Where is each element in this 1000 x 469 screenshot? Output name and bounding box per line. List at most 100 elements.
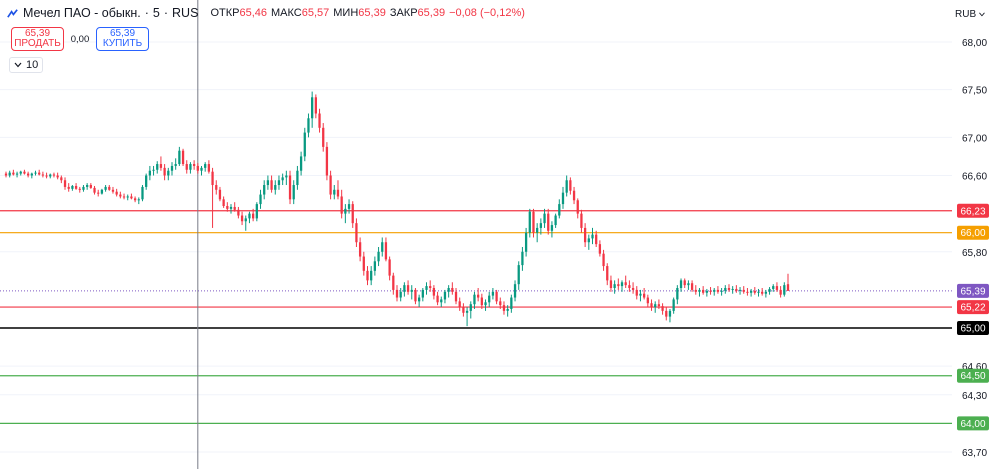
candle-body [565,180,568,193]
candle-body [462,307,465,313]
candle [52,172,56,178]
candle [277,175,281,190]
candle-body [159,164,163,168]
candle-body [757,291,760,293]
candle-body [8,172,11,176]
candle-body [145,175,148,187]
candlestick-series [4,91,790,327]
candle [248,211,251,224]
candle-body [583,227,587,243]
level-price-label: 66,23 [960,206,985,217]
candle-body [93,187,96,193]
candle [572,186,576,205]
candle [709,287,712,295]
candle-body [340,196,343,214]
candle-body [694,289,697,292]
candle-body [266,180,270,186]
candle-body [148,170,152,176]
candle [665,307,668,321]
candle [403,282,406,297]
candle-body [222,199,225,206]
candle [333,185,336,200]
candle-body [451,288,454,292]
candle [56,172,59,180]
candle [554,213,557,228]
candle-body [307,118,310,133]
candle-body [119,194,122,197]
candle [381,237,384,257]
candle [104,185,107,192]
candle-body [325,146,329,176]
candle [133,196,137,203]
level-price-label: 66,00 [960,228,985,239]
horizontal-levels[interactable] [0,210,952,424]
candle [517,261,520,290]
candle [251,208,255,222]
candle-body [82,186,85,190]
currency-selector[interactable]: RUB [955,6,985,22]
candle-body [281,177,284,181]
candle [159,156,163,171]
candle-body [274,185,277,190]
buy-label: КУПИТЬ [102,38,143,49]
candle [738,287,742,295]
candle [716,286,720,294]
candle [322,123,325,152]
candle-body [322,127,325,147]
mechel-logo-icon [6,6,19,20]
candle-body [580,213,583,228]
candle [524,227,528,257]
candle [233,202,236,212]
candle-body [639,293,642,296]
candle-body [786,284,790,291]
price-axis[interactable]: 68,00 67,50 67,00 66,60 65,80 64,60 64,30 63,70… [957,38,989,459]
candle-body [591,234,594,239]
candle-body [620,282,624,287]
candle [347,199,351,214]
candle [547,208,550,235]
candle [735,285,738,293]
candle-body [702,289,705,293]
candle [26,171,30,178]
candle-body [558,204,561,216]
candle-body [333,189,336,195]
candle [436,291,439,306]
sell-button[interactable]: 65,39 ПРОДАТЬ [11,27,64,51]
candle [329,170,332,200]
candle-body [779,289,782,295]
candle [163,164,166,181]
candle-body [480,297,483,306]
candle-body [657,304,661,307]
candle [775,282,779,292]
candle [240,211,244,226]
candle [543,208,546,228]
candle-body [690,283,694,290]
candle [167,167,170,181]
symbol-title[interactable]: Мечел ПАО - обыкн. [23,6,141,20]
candle-body [447,288,450,292]
candle [12,169,15,176]
exchange-label: RUS [172,6,199,20]
candle-body [355,223,358,243]
candle-body [646,297,649,304]
candle-body [255,204,258,219]
candle [742,286,745,294]
candle [484,299,487,311]
candle-body [576,200,579,214]
candle [628,280,631,292]
candle [145,173,148,190]
indicator-collapse-toggle[interactable]: 10 [9,57,44,73]
interval-label[interactable]: 5 [152,6,160,20]
candle-body [211,171,214,186]
candle-body [336,189,340,197]
candle-body [528,211,531,233]
candle [440,296,443,308]
candle-body [775,286,779,290]
candle-body [137,199,140,201]
candle [528,208,531,238]
candle [181,148,185,166]
candle-body [598,244,602,254]
buy-button[interactable]: 65,39 КУПИТЬ [96,27,149,51]
currency-label: RUB [955,8,977,20]
